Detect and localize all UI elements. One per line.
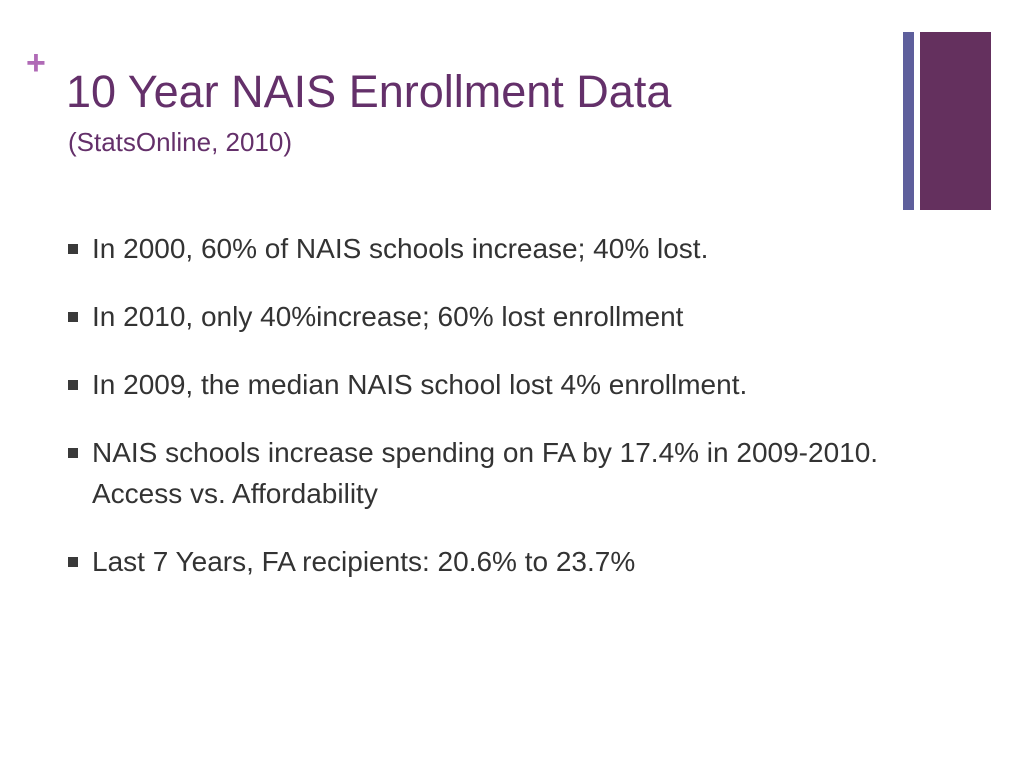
bullet-text: In 2009, the median NAIS school lost 4% … bbox=[92, 369, 748, 400]
slide-subtitle: (StatsOnline, 2010) bbox=[68, 127, 293, 157]
square-bullet-icon bbox=[68, 557, 78, 567]
square-bullet-icon bbox=[68, 448, 78, 458]
accent-bar-thin bbox=[903, 32, 914, 210]
bullet-item: In 2010, only 40%increase; 60% lost enro… bbox=[68, 296, 928, 337]
square-bullet-icon bbox=[68, 244, 78, 254]
bullet-item: Last 7 Years, FA recipients: 20.6% to 23… bbox=[68, 541, 928, 582]
slide-title: 10 Year NAIS Enrollment Data bbox=[66, 66, 672, 117]
bullet-text: In 2010, only 40%increase; 60% lost enro… bbox=[92, 301, 684, 332]
bullet-list: In 2000, 60% of NAIS schools increase; 4… bbox=[68, 228, 928, 609]
bullet-text: NAIS schools increase spending on FA by … bbox=[92, 437, 893, 509]
plus-icon: + bbox=[26, 44, 46, 82]
bullet-text: Last 7 Years, FA recipients: 20.6% to 23… bbox=[92, 546, 636, 577]
bullet-item: NAIS schools increase spending on FA by … bbox=[68, 432, 928, 514]
bullet-text: In 2000, 60% of NAIS schools increase; 4… bbox=[92, 233, 709, 264]
bullet-item: In 2009, the median NAIS school lost 4% … bbox=[68, 364, 928, 405]
accent-bar-thick bbox=[920, 32, 991, 210]
bullet-item: In 2000, 60% of NAIS schools increase; 4… bbox=[68, 228, 928, 269]
square-bullet-icon bbox=[68, 312, 78, 322]
square-bullet-icon bbox=[68, 380, 78, 390]
